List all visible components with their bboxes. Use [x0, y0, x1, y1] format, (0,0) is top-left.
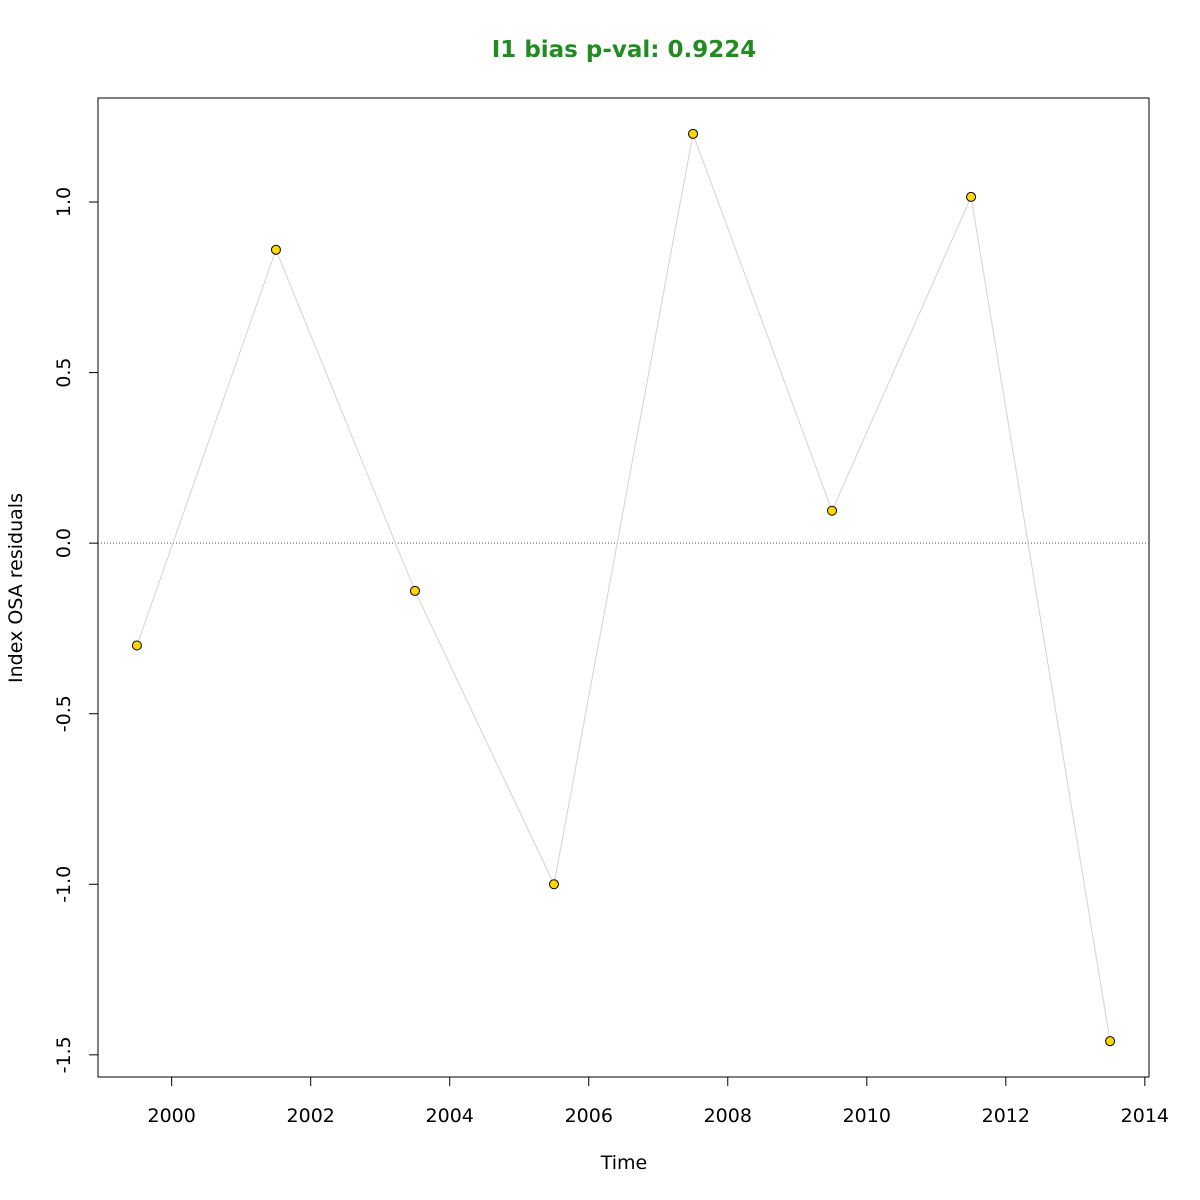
series-connector-segment [692, 133, 833, 511]
plot-frame [97, 97, 1150, 1078]
data-point [966, 191, 977, 202]
x-tick-label: 2014 [1121, 1105, 1169, 1127]
data-point [131, 640, 142, 651]
y-tick-label: 0.5 [53, 357, 75, 387]
series-connector-segment [831, 196, 972, 511]
series-connector-segment [414, 590, 555, 885]
data-point [270, 244, 281, 255]
x-tick-label: 2006 [565, 1105, 613, 1127]
y-tick-label: -1.5 [53, 1036, 75, 1073]
series-connector-segment [553, 133, 694, 885]
data-point [1105, 1036, 1116, 1047]
y-tick-label: -1.0 [53, 866, 75, 903]
y-tick-label: 0.0 [53, 528, 75, 558]
data-point [548, 879, 559, 890]
y-tick-label: 1.0 [53, 187, 75, 217]
y-tick-label: -0.5 [53, 695, 75, 732]
x-tick-label: 2012 [982, 1105, 1030, 1127]
x-tick-label: 2008 [704, 1105, 752, 1127]
x-tick-label: 2000 [148, 1105, 196, 1127]
series-connector-segment [970, 196, 1111, 1042]
x-axis-title: Time [600, 1152, 648, 1174]
y-axis-title: Index OSA residuals [5, 493, 27, 683]
series-connector-lines [136, 133, 1111, 1042]
data-point [688, 128, 699, 139]
y-axis: -1.5 -1.0 -0.5 0.0 0.5 1.0 [53, 187, 99, 1073]
x-tick-label: 2010 [843, 1105, 891, 1127]
series-connector-segment [275, 249, 416, 592]
data-point [409, 585, 420, 596]
chart-title: I1 bias p-val: 0.9224 [492, 37, 757, 63]
series-points [131, 128, 1116, 1047]
series-connector-segment [136, 249, 277, 646]
x-tick-label: 2002 [287, 1105, 335, 1127]
x-tick-label: 2004 [426, 1105, 474, 1127]
x-axis: 2000 2002 2004 2006 2008 2010 2012 2014 [148, 1076, 1169, 1127]
data-point [827, 505, 838, 516]
